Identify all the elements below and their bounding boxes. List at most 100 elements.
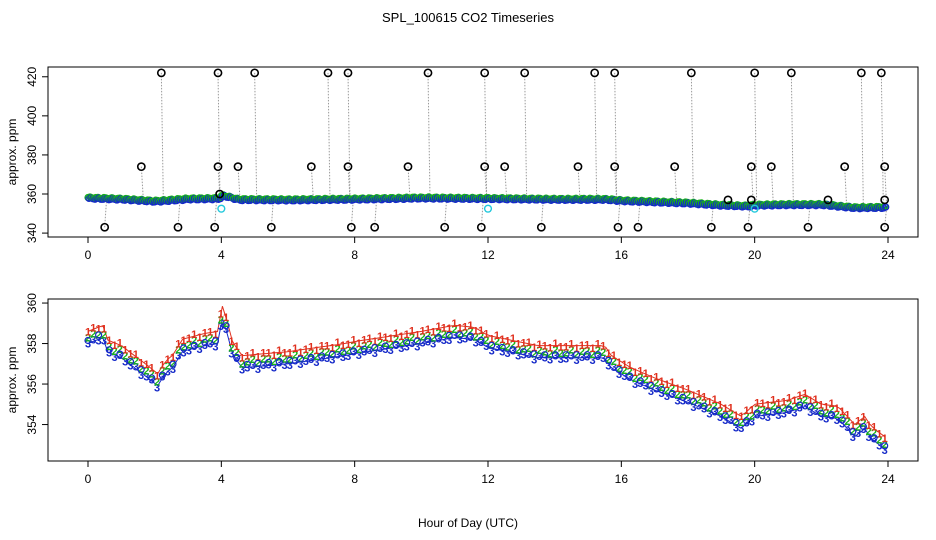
secondary-point-series4 — [750, 204, 759, 213]
series-2-marker: 2 — [621, 365, 627, 377]
series-2-marker: 2 — [616, 363, 622, 375]
series-3-marker: 3 — [674, 395, 680, 407]
series-3-marker: 3 — [871, 434, 877, 446]
series-1-marker: 1 — [266, 348, 272, 360]
series-2-marker: 2 — [303, 350, 309, 362]
outlier-point — [706, 222, 716, 232]
series-3-circle-marker — [689, 397, 698, 406]
series-1-marker: 1 — [446, 323, 452, 335]
series-3-marker: 3 — [345, 351, 351, 363]
series-2-marker: 2 — [181, 341, 187, 353]
series-3-circle-marker — [403, 339, 411, 347]
outlier-connector-line — [347, 166, 351, 199]
series-2-marker: 2 — [674, 389, 680, 401]
series-3-marker: 3 — [659, 388, 665, 400]
series-1-marker: 1 — [111, 340, 117, 352]
outlier-point — [536, 222, 546, 232]
outlier-point — [840, 162, 850, 172]
series-2-marker: 2 — [430, 333, 436, 345]
series-3-marker: 3 — [350, 347, 356, 359]
series-3-circle-marker — [530, 350, 538, 358]
series-2-marker: 2 — [515, 345, 521, 357]
outlier-point — [880, 162, 890, 172]
series-2-marker: 2 — [712, 400, 718, 412]
series-2-marker: 2 — [563, 347, 569, 359]
series-3-marker: 3 — [244, 363, 250, 375]
series-1-marker: 1 — [797, 390, 803, 402]
series-1-marker: 1 — [828, 398, 834, 410]
series-2-marker: 2 — [244, 357, 250, 369]
series-2-marker: 2 — [473, 331, 479, 343]
outlier-connector-line — [754, 72, 758, 205]
series-1-marker: 1 — [855, 416, 861, 428]
series-3-marker: 3 — [356, 350, 362, 362]
series-1-marker: 1 — [382, 332, 388, 344]
outlier-point — [266, 222, 276, 232]
series-1-marker: 1 — [175, 339, 181, 351]
bottom-x-tick-label: 4 — [218, 472, 225, 486]
series-2-marker: 2 — [85, 332, 91, 344]
series-1-marker: 1 — [802, 388, 808, 400]
series-2-marker: 2 — [552, 344, 558, 356]
series-1-marker: 1 — [398, 331, 404, 343]
series-1-marker: 1 — [271, 350, 277, 362]
series-3-marker: 3 — [398, 343, 404, 355]
outlier-connector-line — [880, 72, 884, 207]
series-2-marker: 2 — [196, 338, 202, 350]
series-2-marker: 2 — [595, 345, 601, 357]
series-3-marker: 3 — [154, 383, 160, 395]
series-1-marker: 1 — [207, 326, 213, 338]
series-1-marker: 1 — [754, 397, 760, 409]
series-2-marker: 2 — [600, 347, 606, 359]
series-3-circle-marker — [477, 336, 485, 344]
series-3-marker: 3 — [494, 342, 500, 354]
series-1-marker: 1 — [228, 336, 234, 348]
series-3-marker: 3 — [446, 335, 452, 347]
series-3-marker: 3 — [749, 416, 755, 428]
series-3-marker: 3 — [85, 339, 91, 351]
series-3-marker: 3 — [127, 361, 133, 373]
outlier-point — [480, 162, 490, 172]
series-1-marker: 1 — [866, 420, 872, 432]
series-1-marker: 1 — [876, 428, 882, 440]
series-1-marker: 1 — [404, 329, 410, 341]
series-1-marker: 1 — [728, 403, 734, 415]
series-1-marker: 1 — [722, 403, 728, 415]
series-3-circle-marker — [339, 349, 347, 357]
series-2-marker: 2 — [111, 346, 117, 358]
series-1-marker: 1 — [568, 338, 574, 350]
series-2-marker: 2 — [568, 344, 574, 356]
series-3-marker: 3 — [765, 412, 771, 424]
outlier-connector-line — [214, 198, 218, 228]
series-2-marker: 2 — [297, 353, 303, 365]
outlier-connector-line — [310, 166, 314, 200]
series-3-circle-marker — [190, 341, 198, 349]
outlier-point — [613, 222, 623, 232]
bottom-x-tick-label: 20 — [748, 472, 762, 486]
series-2-marker: 2 — [696, 394, 702, 406]
series-3-circle-marker — [742, 417, 751, 425]
series-line-1 — [87, 306, 886, 438]
series-3-circle-marker — [519, 348, 528, 356]
series-1-marker: 1 — [542, 340, 548, 352]
top-y-tick-label: 380 — [25, 145, 39, 165]
outlier-connector-line — [690, 72, 694, 203]
series-1-marker: 1 — [467, 320, 473, 332]
series-1-marker: 1 — [96, 323, 102, 335]
outlier-point — [803, 222, 813, 232]
top-x-tick-label: 8 — [351, 248, 358, 262]
series-1-marker: 1 — [627, 360, 633, 372]
series-3-marker: 3 — [451, 330, 457, 342]
series-3-marker: 3 — [669, 389, 675, 401]
series-3-marker: 3 — [499, 346, 505, 358]
series-1-marker: 1 — [616, 357, 622, 369]
series-1-marker: 1 — [685, 383, 691, 395]
series-3-marker: 3 — [547, 355, 553, 367]
series-3-marker: 3 — [786, 405, 792, 417]
series-1-marker: 1 — [457, 323, 463, 335]
series-3-circle-marker — [721, 412, 729, 420]
series-2-marker: 2 — [765, 406, 771, 418]
series-3-marker: 3 — [828, 410, 834, 422]
series-1-marker: 1 — [558, 342, 564, 354]
series-2-marker: 2 — [340, 346, 346, 358]
